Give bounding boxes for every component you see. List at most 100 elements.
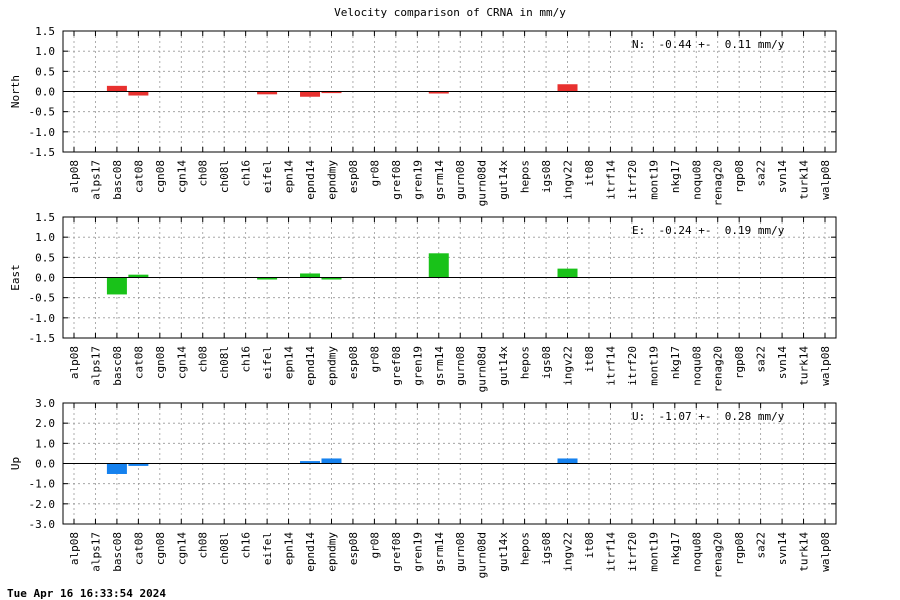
x-tick-label: basc08 bbox=[111, 160, 124, 200]
x-tick-label: gsrm14 bbox=[433, 346, 446, 386]
bar-cat08 bbox=[128, 463, 149, 466]
x-tick-label: epn14 bbox=[283, 160, 296, 193]
y-tick-label: -1.0 bbox=[29, 478, 56, 491]
bar-epnd14 bbox=[300, 461, 321, 464]
x-tick-label: ch08l bbox=[218, 532, 231, 565]
x-tick-label: igs08 bbox=[540, 160, 553, 193]
bar-cat08 bbox=[128, 91, 149, 96]
x-tick-label: rgp08 bbox=[733, 532, 746, 565]
bar-basc08 bbox=[106, 85, 127, 92]
x-tick-label: igs08 bbox=[540, 346, 553, 379]
bar-basc08 bbox=[106, 463, 127, 474]
x-tick-label: cat08 bbox=[132, 532, 145, 565]
plot-frame bbox=[62, 402, 837, 525]
plot-frame bbox=[62, 216, 837, 339]
x-tick-label: epndmy bbox=[325, 346, 338, 386]
chart-title: Velocity comparison of CRNA in mm/y bbox=[334, 6, 566, 19]
x-tick-label: epn14 bbox=[283, 346, 296, 379]
y-tick-label: 0.0 bbox=[35, 272, 55, 285]
bar-epndmy bbox=[321, 91, 342, 94]
x-tick-label: cgn08 bbox=[154, 346, 167, 379]
y-tick-label: -0.5 bbox=[29, 292, 56, 305]
x-tick-label: gr08 bbox=[368, 532, 381, 559]
x-tick-label: gurn08 bbox=[454, 346, 467, 386]
x-tick-label: mont19 bbox=[647, 346, 660, 386]
x-tick-label: ch08 bbox=[197, 346, 210, 373]
x-tick-label: alps17 bbox=[89, 532, 102, 572]
bar-eifel bbox=[257, 277, 278, 280]
bar-epnd14 bbox=[300, 91, 321, 97]
x-tick-label: ch08l bbox=[218, 346, 231, 379]
x-tick-label: nkg17 bbox=[669, 532, 682, 565]
x-tick-label: mont19 bbox=[647, 532, 660, 572]
x-tick-label: rgp08 bbox=[733, 160, 746, 193]
x-tick-label: itrf14 bbox=[604, 346, 617, 386]
y-tick-label: 1.5 bbox=[35, 25, 55, 38]
y-tick-label: 0.0 bbox=[35, 458, 55, 471]
panel-east: 1.5 1.0 0.5 0.0 -0.5 -1.0 -1.5 alp08 alps17 basc0… bbox=[9, 211, 837, 392]
bar-ingv22 bbox=[557, 84, 578, 92]
y-tick-label: 0.5 bbox=[35, 251, 55, 264]
bar-epndmy bbox=[321, 458, 342, 464]
x-tick-label: walp08 bbox=[819, 532, 832, 572]
x-tick-label: eifel bbox=[261, 532, 274, 565]
x-tick-label: ch16 bbox=[240, 346, 253, 373]
y-tick-label: 0.0 bbox=[35, 86, 55, 99]
x-tick-label: walp08 bbox=[819, 160, 832, 200]
stats-annotation: N: -0.44 +- 0.11 mm/y bbox=[632, 38, 785, 51]
x-tick-label: gurn08d bbox=[476, 532, 489, 578]
x-tick-label: gut14x bbox=[497, 346, 510, 386]
x-tick-label: itrf20 bbox=[626, 346, 639, 386]
x-tick-label: svn14 bbox=[776, 160, 789, 193]
x-tick-label: basc08 bbox=[111, 346, 124, 386]
y-tick-label: -1.5 bbox=[29, 332, 56, 345]
x-tick-label: ingv22 bbox=[562, 532, 575, 572]
x-tick-label: cgn08 bbox=[154, 160, 167, 193]
x-tick-label: gurn08d bbox=[476, 346, 489, 392]
x-tick-label: alp08 bbox=[68, 160, 81, 193]
y-axis-label: Up bbox=[9, 457, 22, 470]
bar-eifel bbox=[257, 91, 278, 95]
x-tick-label: gref08 bbox=[390, 160, 403, 200]
bar-ingv22 bbox=[557, 268, 578, 278]
y-tick-label: -1.0 bbox=[29, 312, 56, 325]
bar-ingv22 bbox=[557, 458, 578, 464]
x-tick-label: gut14x bbox=[497, 160, 510, 200]
x-tick-label: esp08 bbox=[347, 346, 360, 379]
x-tick-label: esp08 bbox=[347, 532, 360, 565]
x-tick-label: ch08l bbox=[218, 160, 231, 193]
x-tick-label: nkg17 bbox=[669, 346, 682, 379]
x-tick-label: eifel bbox=[261, 160, 274, 193]
x-tick-label: gurn08d bbox=[476, 160, 489, 206]
x-tick-label: hepos bbox=[519, 346, 532, 379]
x-tick-label: sa22 bbox=[755, 532, 768, 559]
panel-north: 1.5 1.0 0.5 0.0 -0.5 -1.0 -1.5 alp08 alps17 basc0… bbox=[9, 25, 837, 206]
x-tick-label: alps17 bbox=[89, 346, 102, 386]
x-tick-label: mont19 bbox=[647, 160, 660, 200]
x-tick-label: renag20 bbox=[712, 532, 725, 578]
x-tick-label: ch16 bbox=[240, 160, 253, 187]
plot-frame bbox=[62, 30, 837, 153]
panel-up: 3.0 2.0 1.0 0.0 -1.0 -2.0 -3.0 alp08 alps17 basc0… bbox=[9, 397, 837, 578]
x-tick-label: noqu08 bbox=[690, 346, 703, 386]
x-tick-label: gut14x bbox=[497, 532, 510, 572]
x-tick-label: epnd14 bbox=[304, 532, 317, 572]
x-tick-label: noqu08 bbox=[690, 532, 703, 572]
x-tick-label: gren19 bbox=[411, 160, 424, 200]
x-tick-label: ch16 bbox=[240, 532, 253, 559]
x-tick-label: itrf20 bbox=[626, 532, 639, 572]
y-tick-label: -2.0 bbox=[29, 498, 56, 511]
y-tick-label: -0.5 bbox=[29, 106, 56, 119]
x-tick-label: cgn14 bbox=[175, 160, 188, 193]
timestamp: Tue Apr 16 16:33:54 2024 bbox=[7, 587, 166, 600]
bar-epndmy bbox=[321, 277, 342, 280]
x-tick-label: itrf14 bbox=[604, 532, 617, 572]
x-tick-label: sa22 bbox=[755, 160, 768, 187]
x-tick-label: epndmy bbox=[325, 532, 338, 572]
x-tick-label: ingv22 bbox=[562, 160, 575, 200]
x-tick-label: eifel bbox=[261, 346, 274, 379]
x-tick-label: gref08 bbox=[390, 346, 403, 386]
x-tick-label: rgp08 bbox=[733, 346, 746, 379]
x-tick-label: gurn08 bbox=[454, 160, 467, 200]
y-tick-label: -1.5 bbox=[29, 146, 56, 159]
